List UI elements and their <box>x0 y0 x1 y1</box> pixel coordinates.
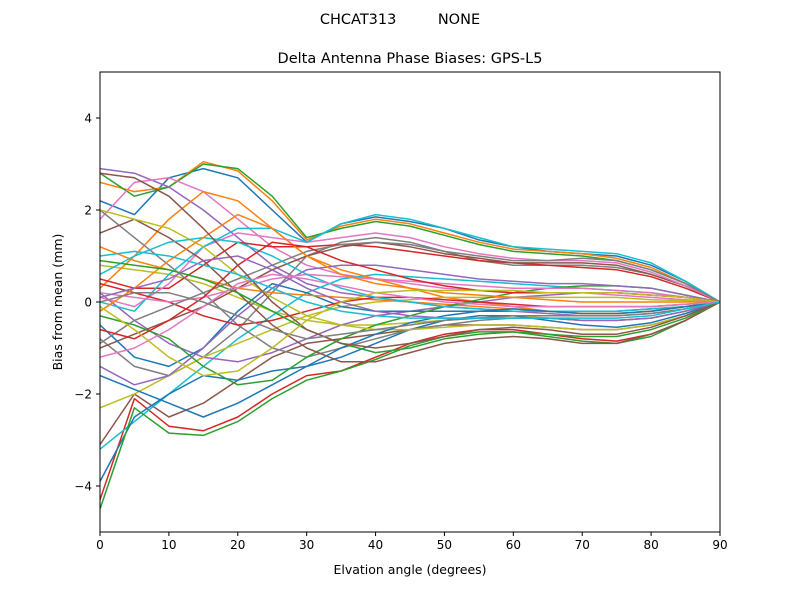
series-line-s28 <box>100 241 720 345</box>
x-tick-label: 60 <box>506 538 521 552</box>
series-line-s39 <box>100 289 720 377</box>
chart-suptitle: CHCAT313 NONE <box>320 12 480 28</box>
series-line-s36 <box>100 172 720 349</box>
x-tick-label: 30 <box>299 538 314 552</box>
series-line-s10 <box>100 273 720 450</box>
series-line-s19 <box>100 296 720 409</box>
series-line-s35 <box>100 255 720 322</box>
x-tick-label: 40 <box>368 538 383 552</box>
y-tick-label: −2 <box>74 388 92 402</box>
x-tick-label: 0 <box>96 538 104 552</box>
x-tick-label: 70 <box>575 538 590 552</box>
y-tick-label: −4 <box>74 480 92 494</box>
series-line-s2 <box>100 160 720 303</box>
series-line-s1 <box>100 167 720 303</box>
chart-title: Delta Antenna Phase Biases: GPS-L5 <box>278 51 543 67</box>
series-line-s38 <box>100 292 720 340</box>
series-line-s33 <box>100 259 720 354</box>
x-axis-ticks: 0 10 20 30 40 50 60 70 80 90 <box>96 532 728 552</box>
series-lines <box>100 160 720 510</box>
plot-frame <box>99 71 721 533</box>
y-tick-label: 0 <box>84 296 92 310</box>
series-line-s15 <box>100 292 720 363</box>
series-line-s29 <box>100 209 720 331</box>
y-tick-label: 4 <box>84 112 92 126</box>
y-axis-label: Bias from mean (mm) <box>50 234 65 371</box>
series-line-s40 <box>100 250 720 319</box>
x-tick-label: 50 <box>437 538 452 552</box>
x-tick-label: 10 <box>161 538 176 552</box>
series-line-s37 <box>100 273 720 358</box>
series-line-s13 <box>100 301 720 510</box>
series-line-s31 <box>100 301 720 418</box>
x-tick-label: 20 <box>230 538 245 552</box>
x-tick-label: 90 <box>712 538 727 552</box>
series-line-s7 <box>100 177 720 303</box>
series-line-s32 <box>100 213 720 312</box>
x-tick-label: 80 <box>643 538 658 552</box>
y-axis-ticks: −4 −2 0 2 4 <box>74 112 100 494</box>
series-line-s25 <box>100 264 720 386</box>
y-tick-label: 2 <box>84 204 92 218</box>
x-axis-label: Elvation angle (degrees) <box>333 562 486 577</box>
